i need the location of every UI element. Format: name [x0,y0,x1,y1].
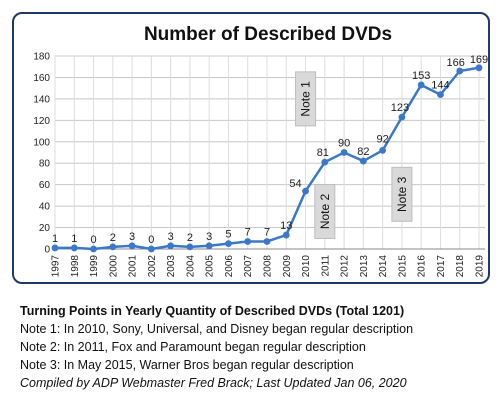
chart-title: Number of Described DVDs [144,24,392,45]
x-tick-label: 2017 [436,255,447,278]
data-label: 144 [431,80,449,92]
notes-section: Turning Points in Yearly Quantity of Des… [20,302,490,392]
data-point [128,242,136,250]
x-tick-label: 2005 [205,255,216,278]
data-label: 153 [412,70,430,82]
note-2: Note 2: In 2011, Fox and Paramount began… [20,340,366,354]
data-label: 1 [52,233,58,245]
x-tick-label: 2003 [166,255,177,278]
x-tick-label: 2001 [128,255,139,278]
data-label: 5 [225,229,231,241]
data-point [340,149,348,156]
data-point [70,244,78,252]
data-label: 0 [148,234,154,246]
data-point [186,243,194,251]
note-box-3 [391,166,413,222]
data-point [51,244,59,252]
data-point [437,91,444,98]
data-point [244,238,252,245]
data-point [147,245,155,253]
x-tick-label: 2013 [359,255,370,278]
x-tick-label: 2009 [282,255,293,278]
x-tick-label: 2004 [185,255,196,278]
data-label: 3 [168,231,174,243]
data-label: 2 [110,232,116,244]
x-tick-label: 2019 [475,255,486,278]
note-3: Note 3: In May 2015, Warner Bros began r… [20,358,354,372]
data-label: 7 [264,226,270,238]
data-point [225,240,232,248]
note-label-2: Note 2 [318,193,332,229]
data-point [302,187,309,195]
notes-heading: Turning Points in Yearly Quantity of Des… [20,304,405,318]
data-point [379,146,387,154]
data-point [321,158,329,166]
compiled-by: Compiled by ADP Webmaster Fred Brack; La… [20,376,407,390]
x-tick-label: 2007 [243,255,254,278]
y-tick-label: 160 [33,73,50,84]
data-point [282,231,290,239]
y-tick-label: 140 [33,94,50,105]
y-tick-label: 0 [44,245,50,256]
data-label: 3 [206,231,212,243]
data-label: 54 [289,178,301,190]
y-tick-label: 120 [33,116,50,127]
data-point [417,81,425,89]
data-point [263,238,271,245]
y-tick-label: 60 [39,180,51,191]
y-tick-label: 100 [33,137,50,148]
line-chart: Number of Described DVDs 020406080100120… [33,24,488,278]
x-tick-label: 2016 [417,255,428,278]
x-tick-label: 1998 [70,255,81,278]
data-label: 92 [377,133,389,145]
note-label-1: Note 1 [299,81,313,117]
x-tick-label: 2010 [301,255,312,278]
data-label: 3 [129,231,135,243]
note-1: Note 1: In 2010, Sony, Universal, and Di… [20,322,414,336]
data-label: 169 [470,54,488,66]
x-tick-label: 2015 [397,255,408,278]
note-box-1 [295,71,317,127]
chart-frame: Number of Described DVDs 0 20 40 60 80 100 120… [12,12,490,284]
x-tick-label: 2018 [455,255,466,278]
data-label: 82 [357,146,369,158]
y-tick-label: 20 [39,223,51,234]
y-tick-label: 80 [39,159,51,170]
data-point [456,67,464,75]
note-box-2 [314,183,336,239]
data-point [205,242,213,250]
data-label: 81 [317,147,329,159]
x-tick-label: 2000 [108,255,119,278]
data-label: 13 [280,220,292,232]
data-label: 0 [90,234,96,246]
data-point [167,242,175,250]
data-label: 1 [71,233,77,245]
y-tick-label: 40 [39,202,51,213]
x-tick-label: 2008 [263,255,274,278]
data-point [109,243,117,251]
x-tick-label: 1997 [51,255,62,278]
y-tick-label: 180 [33,52,50,63]
x-tick-label: 2014 [378,255,389,278]
x-tick-label: 2012 [340,255,351,278]
data-label: 7 [245,226,251,238]
x-tick-label: 2002 [147,255,158,278]
data-label: 90 [338,138,350,150]
x-tick-label: 2011 [320,255,331,277]
x-tick-label: 2006 [224,255,235,278]
data-label: 2 [187,232,193,244]
data-point [90,245,97,253]
data-point [359,157,367,165]
data-label: 123 [391,102,409,114]
data-point [475,64,483,72]
data-label: 166 [447,57,465,69]
data-point [398,113,406,121]
x-tick-label: 1999 [89,255,100,278]
note-label-3: Note 3 [395,176,409,212]
